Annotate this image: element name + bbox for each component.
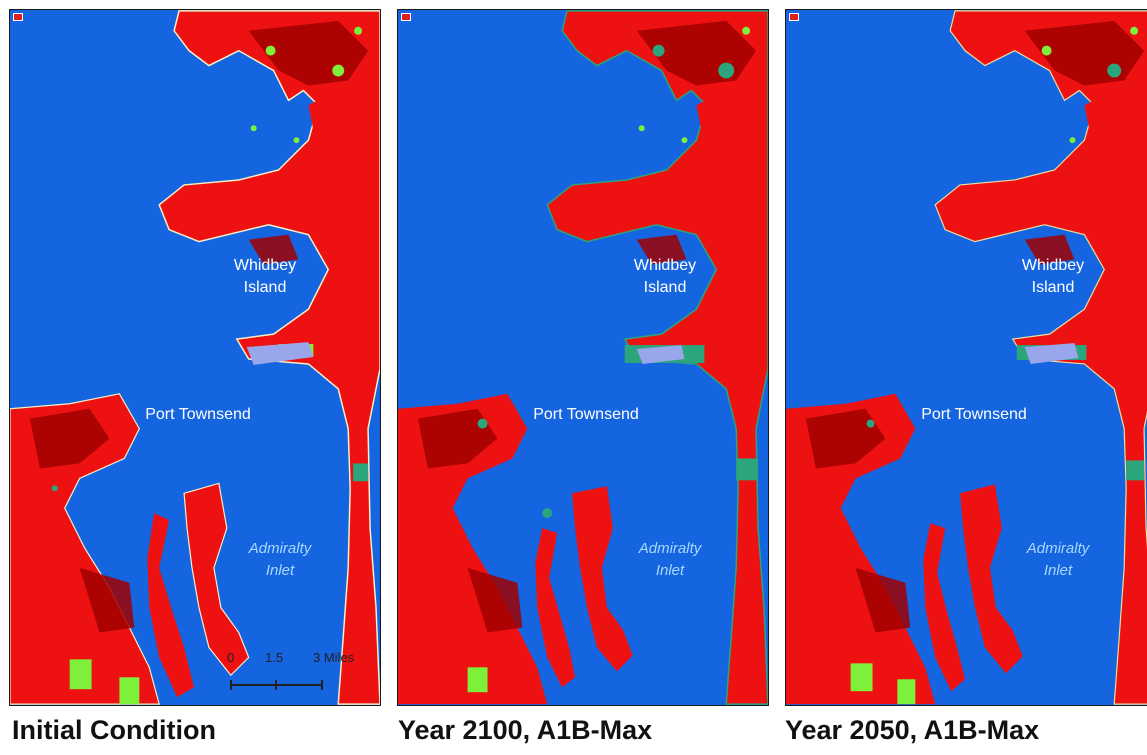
corner-marker xyxy=(789,13,799,21)
wetland-patches xyxy=(467,26,751,693)
map-panel-2100: Whidbey Island Port Townsend Admiralty I… xyxy=(397,9,769,706)
corner-marker xyxy=(13,13,23,21)
map-panel-2050: Whidbey Island Port Townsend Admiralty I… xyxy=(785,9,1147,706)
lagoon xyxy=(246,342,314,365)
scale-tick-mark xyxy=(230,680,232,690)
island-label: Whidbey Island xyxy=(620,255,710,299)
north-islet xyxy=(308,95,329,131)
caption-2100: Year 2100, A1B-Max xyxy=(398,715,653,745)
lagoon xyxy=(636,345,685,364)
dark-urban-areas xyxy=(29,20,369,633)
town-label: Port Townsend xyxy=(921,406,1027,423)
indian-island xyxy=(535,528,576,688)
town-label: Port Townsend xyxy=(145,406,251,423)
land-masses xyxy=(398,10,768,705)
indian-island xyxy=(147,513,195,698)
inlet-label-line1: Admiralty xyxy=(638,540,702,557)
map-panel-initial: Whidbey Island Port Townsend Admiralty I… xyxy=(9,9,381,706)
island-label: Whidbey Island xyxy=(1008,255,1098,299)
inlet-label: Admiralty Inlet xyxy=(230,538,330,582)
inlet-label-line2: Inlet xyxy=(655,562,685,579)
scale-tick-mark xyxy=(321,680,323,690)
map-2050 xyxy=(786,10,1147,705)
wetland-patches xyxy=(850,26,1139,705)
map-initial xyxy=(10,10,380,705)
island-label-line1: Whidbey xyxy=(633,257,697,274)
inlet-label-line2: Inlet xyxy=(1043,562,1073,579)
caption-initial: Initial Condition xyxy=(12,715,216,745)
indian-island xyxy=(923,523,966,692)
island-label-line2: Island xyxy=(243,279,287,296)
marsh-patches xyxy=(51,463,369,492)
island-label-line2: Island xyxy=(643,279,687,296)
inlet-label: Admiralty Inlet xyxy=(1008,538,1108,582)
scale-tick-1: 1.5 xyxy=(265,650,284,665)
caption-2050: Year 2050, A1B-Max xyxy=(785,715,1040,745)
inlet-label-line1: Admiralty xyxy=(1026,540,1090,557)
scale-bar: 0 1.5 3 Miles xyxy=(225,650,375,695)
scale-tick-2: 3 Miles xyxy=(313,650,355,665)
island-label-line1: Whidbey xyxy=(233,257,297,274)
north-islet xyxy=(1084,95,1105,131)
island-label-line2: Island xyxy=(1031,279,1075,296)
town-label: Port Townsend xyxy=(533,406,639,423)
dark-urban-areas xyxy=(417,20,757,633)
marrowstone-island xyxy=(572,486,633,672)
marrowstone-island xyxy=(960,484,1023,674)
island-label-line1: Whidbey xyxy=(1021,257,1085,274)
inlet-label-line2: Inlet xyxy=(265,562,295,579)
inlet-label-line1: Admiralty xyxy=(248,540,312,557)
inlet-label: Admiralty Inlet xyxy=(620,538,720,582)
scale-tick-0: 0 xyxy=(227,650,235,665)
lagoon xyxy=(1024,343,1079,364)
map-2100 xyxy=(398,10,768,705)
island-label: Whidbey Island xyxy=(220,255,310,299)
scale-bar-line xyxy=(231,684,323,686)
land-masses xyxy=(786,10,1147,705)
marrowstone-island xyxy=(183,482,250,677)
north-islet xyxy=(696,95,717,131)
land-masses xyxy=(10,10,380,705)
scale-tick-mark xyxy=(275,680,277,690)
corner-marker xyxy=(401,13,411,21)
